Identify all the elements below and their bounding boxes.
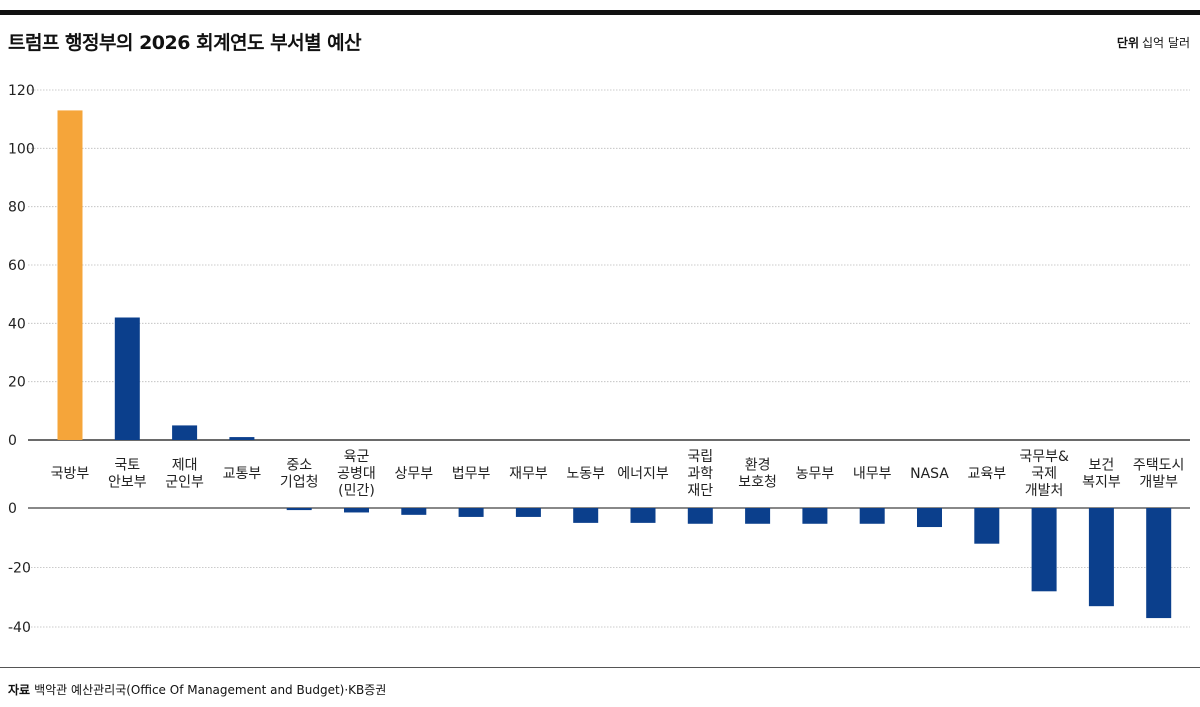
category-label-17: 교육부 — [967, 466, 1006, 482]
bar-8 — [458, 508, 484, 517]
y-tick-label-upper: 80 — [8, 200, 26, 216]
y-tick-label-lower: -40 — [8, 620, 31, 636]
bar-12 — [687, 508, 713, 524]
category-label-19: 보건 복지부 — [1082, 458, 1121, 491]
unit-value: 십억 달러 — [1142, 36, 1190, 50]
bar-11 — [630, 508, 656, 523]
top-rule — [0, 10, 1200, 15]
category-label-14: 농무부 — [796, 466, 835, 482]
category-label-9: 재무부 — [509, 466, 548, 482]
bar-13 — [745, 508, 771, 524]
bar-6 — [344, 508, 369, 513]
y-tick-label-upper: 0 — [8, 433, 17, 449]
bottom-rule — [0, 667, 1200, 668]
bar-2 — [114, 317, 140, 440]
bar-14 — [802, 508, 828, 524]
y-tick-label-upper: 100 — [8, 141, 35, 157]
source-label: 자료 — [8, 683, 31, 697]
bar-17 — [974, 508, 1000, 544]
category-label-16: NASA — [910, 466, 949, 482]
category-label-18: 국무부& 국제 개발처 — [1019, 449, 1069, 499]
bar-1 — [57, 110, 83, 441]
chart-title: 트럼프 행정부의 2026 회계연도 부서별 예산 — [8, 32, 362, 54]
bar-7 — [401, 508, 427, 515]
category-label-8: 법무부 — [452, 466, 491, 482]
bar-19 — [1088, 508, 1114, 607]
y-tick-label-lower: -20 — [8, 561, 31, 577]
bar-5 — [286, 508, 312, 511]
y-tick-label-upper: 40 — [8, 316, 26, 332]
category-label-5: 중소 기업청 — [280, 458, 319, 491]
source-text: 백악관 예산관리국(Office Of Management and Budge… — [34, 683, 387, 697]
category-label-12: 국립 과학 재단 — [687, 449, 713, 499]
category-label-15: 내무부 — [853, 466, 892, 482]
unit-note: 단위 십억 달러 — [1117, 34, 1190, 51]
category-label-2: 국토 안보부 — [108, 458, 147, 491]
category-label-11: 에너지부 — [617, 466, 669, 482]
bar-20 — [1146, 508, 1172, 619]
bar-16 — [917, 508, 942, 528]
category-label-7: 상무부 — [394, 466, 433, 482]
category-label-6: 육군 공병대 (민간) — [337, 449, 376, 499]
y-tick-label-upper: 120 — [8, 83, 35, 99]
bar-15 — [859, 508, 885, 524]
bar-9 — [515, 508, 541, 517]
category-label-1: 국방부 — [51, 466, 90, 482]
bar-4 — [229, 437, 255, 440]
bar-10 — [573, 508, 599, 523]
category-label-13: 환경 보호청 — [738, 458, 777, 491]
category-label-4: 교통부 — [223, 466, 262, 482]
category-label-3: 제대 군인부 — [165, 458, 204, 491]
category-label-10: 노동부 — [566, 466, 605, 482]
unit-label: 단위 — [1116, 36, 1140, 50]
category-label-20: 주택도시 개발부 — [1133, 458, 1185, 491]
y-tick-label-lower: 0 — [8, 501, 17, 517]
bar-18 — [1031, 508, 1057, 592]
y-tick-label-upper: 60 — [8, 258, 26, 274]
bar-3 — [172, 425, 198, 440]
source-note: 자료 백악관 예산관리국(Office Of Management and Bud… — [8, 681, 386, 698]
y-tick-label-upper: 20 — [8, 375, 26, 391]
